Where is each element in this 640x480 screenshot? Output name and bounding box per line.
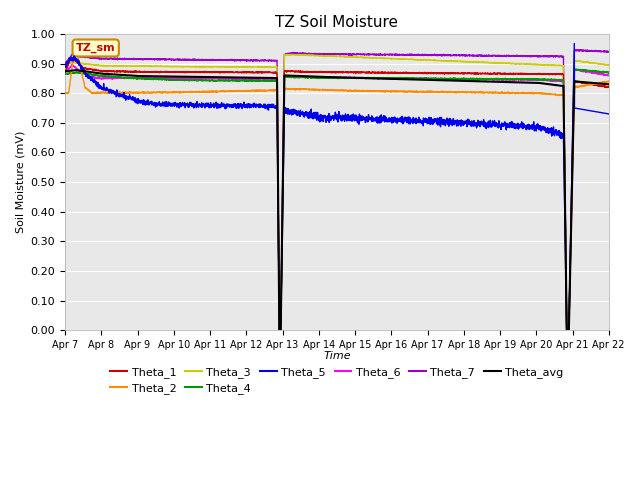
Title: TZ Soil Moisture: TZ Soil Moisture (275, 15, 398, 30)
X-axis label: Time: Time (323, 351, 351, 361)
Legend: Theta_1, Theta_2, Theta_3, Theta_4, Theta_5, Theta_6, Theta_7, Theta_avg: Theta_1, Theta_2, Theta_3, Theta_4, Thet… (106, 362, 568, 399)
Text: TZ_sm: TZ_sm (76, 43, 116, 53)
Y-axis label: Soil Moisture (mV): Soil Moisture (mV) (15, 131, 25, 233)
